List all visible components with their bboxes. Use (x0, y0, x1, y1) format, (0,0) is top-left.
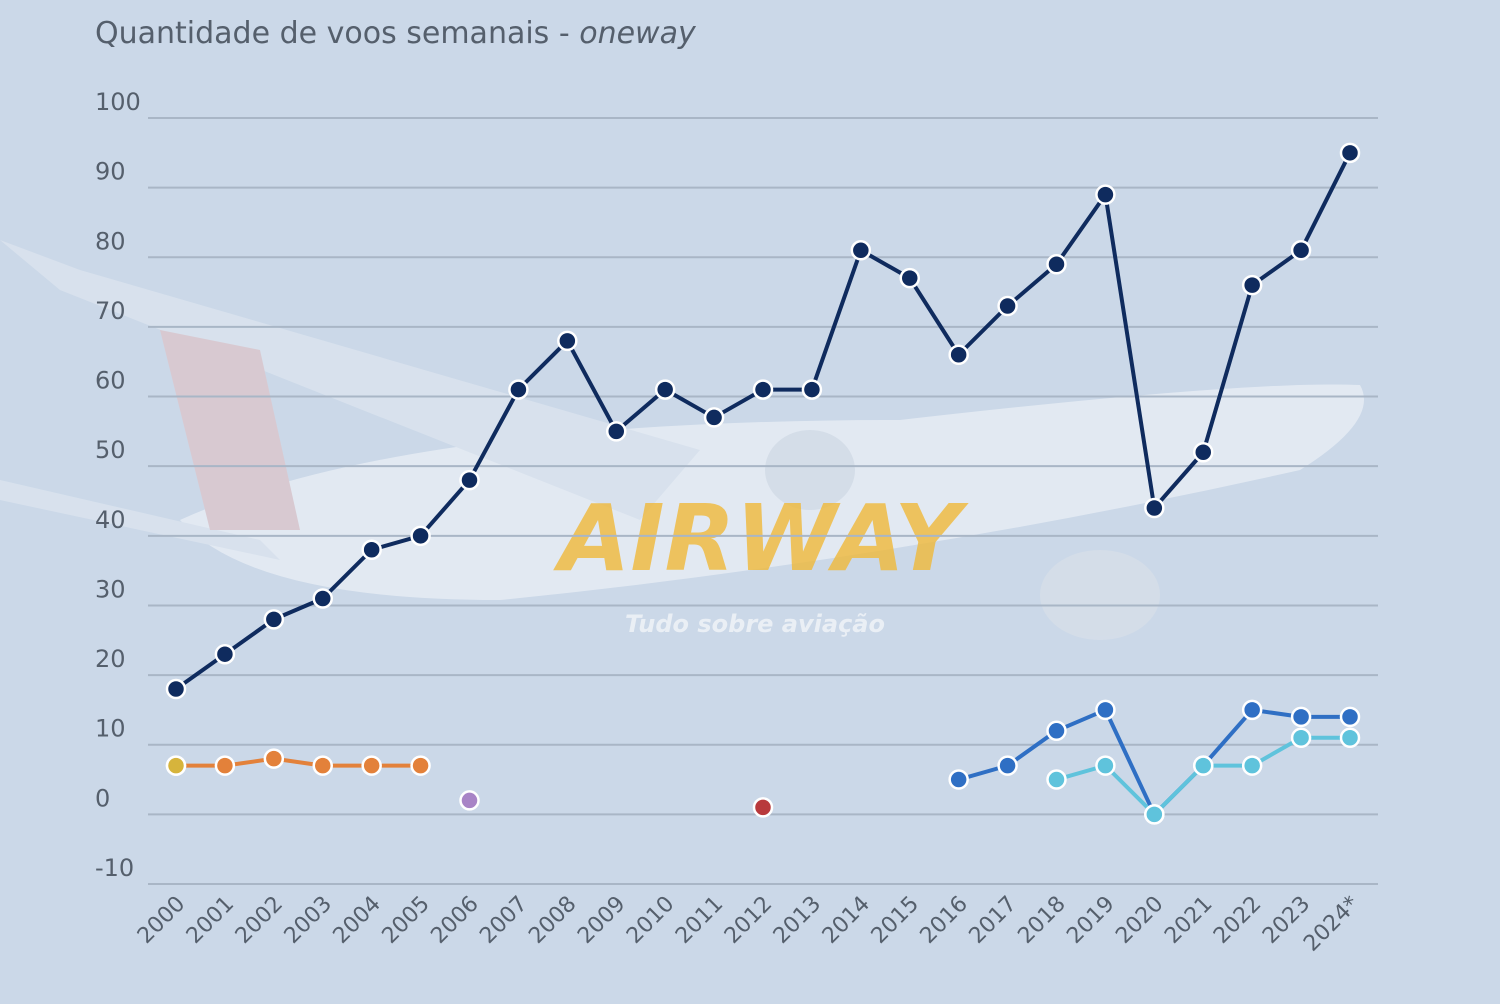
title-text: Quantidade de voos semanais - (95, 16, 570, 51)
data-point (850, 240, 872, 261)
data-point (1046, 769, 1067, 790)
data-point (703, 407, 725, 428)
data-point (361, 539, 382, 560)
data-point (1339, 727, 1361, 749)
data-point (948, 344, 969, 366)
y-tick-label: 80 (95, 227, 126, 255)
data-point (1095, 755, 1116, 776)
watermark: AIRWAY (553, 485, 969, 592)
data-point (459, 790, 480, 811)
data-point (997, 295, 1018, 317)
data-point (312, 588, 333, 609)
y-tick-label: 30 (95, 575, 126, 603)
data-point (214, 643, 236, 665)
data-point (1144, 804, 1165, 825)
y-tick-label: 40 (95, 506, 126, 534)
data-point (1241, 274, 1263, 296)
y-tick-label: 70 (95, 297, 126, 325)
data-point (1290, 240, 1312, 261)
data-point (165, 678, 187, 700)
y-tick-label: 50 (95, 436, 126, 464)
data-point (752, 797, 774, 818)
data-point (1241, 699, 1263, 721)
data-point (165, 755, 187, 776)
y-tick-label: 90 (95, 158, 126, 186)
y-tick-label: -10 (95, 854, 134, 882)
data-point (1193, 755, 1214, 776)
y-tick-label: 60 (95, 367, 126, 395)
data-point (263, 609, 285, 630)
data-point (801, 379, 823, 400)
watermark-sub: Tudo sobre aviação (625, 610, 885, 638)
data-point (606, 421, 627, 442)
data-point (1046, 720, 1067, 742)
data-point (361, 755, 382, 776)
data-point (654, 379, 676, 400)
data-point (410, 525, 431, 547)
chart-title: Quantidade de voos semanais - oneway (95, 16, 697, 51)
data-point (1095, 699, 1116, 721)
series-dots (165, 142, 1361, 825)
y-tick-label: 100 (95, 88, 141, 116)
data-point (1290, 727, 1312, 749)
data-point (1290, 706, 1312, 728)
data-point (459, 469, 480, 491)
y-tick-label: 20 (95, 645, 126, 673)
data-point (1095, 184, 1116, 205)
data-point (1193, 442, 1214, 463)
data-point (312, 755, 333, 776)
data-point (1144, 497, 1165, 519)
title-italic: oneway (579, 16, 697, 51)
data-point (899, 267, 920, 289)
data-point (263, 748, 285, 769)
plane-backdrop (0, 240, 1364, 640)
data-point (948, 769, 969, 790)
data-point (1339, 142, 1361, 164)
data-point (410, 755, 431, 776)
data-point (752, 379, 774, 400)
data-point (1046, 253, 1067, 275)
data-point (1339, 706, 1361, 728)
data-point (1241, 755, 1263, 776)
data-point (508, 379, 529, 400)
y-tick-label: 0 (95, 784, 110, 812)
y-tick-label: 10 (95, 715, 126, 743)
data-point (557, 330, 578, 352)
data-point (997, 755, 1018, 776)
data-point (214, 755, 236, 776)
